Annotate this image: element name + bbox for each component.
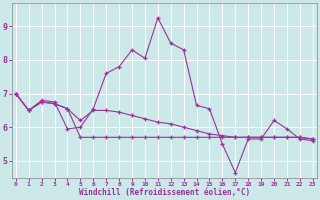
X-axis label: Windchill (Refroidissement éolien,°C): Windchill (Refroidissement éolien,°C) [79,188,250,197]
